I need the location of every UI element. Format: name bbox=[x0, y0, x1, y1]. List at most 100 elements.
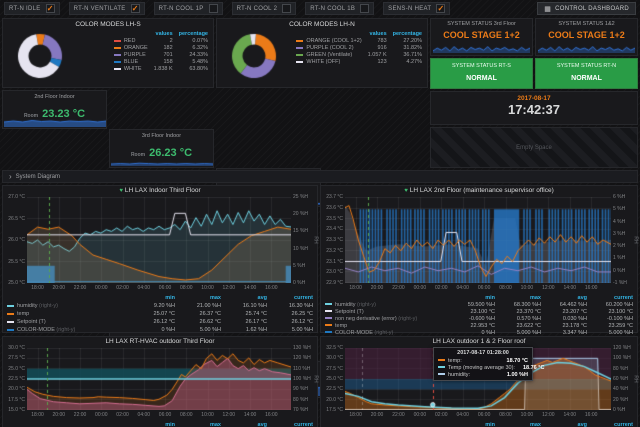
x-tick-label: 08:00 bbox=[180, 285, 193, 291]
chart-legend: min max avg current bbox=[7, 421, 313, 427]
legend-col-current[interactable]: current bbox=[294, 295, 313, 301]
series-name[interactable]: humidity (right-y) bbox=[325, 302, 449, 308]
slice-name[interactable]: RED bbox=[123, 38, 136, 44]
series-swatch bbox=[113, 67, 121, 70]
series-swatch bbox=[438, 366, 445, 369]
legend-header-row: min max avg current bbox=[7, 294, 313, 302]
panel-color-modes-lh-s: COLOR MODES LH-S values percentage RED 2 0.0… bbox=[2, 18, 214, 88]
x-tick-label: 06:00 bbox=[477, 412, 491, 418]
legend-col-avg[interactable]: avg bbox=[257, 295, 267, 301]
tooltip-row: temp: 18.70 °C bbox=[438, 357, 528, 364]
chart-plot-area[interactable] bbox=[27, 197, 291, 283]
toggle-rt-n-ventilate[interactable]: RT-N VENTILATE ✓ bbox=[68, 2, 145, 15]
legend-row-temp: temp 22.953 °C 23.622 °C 23.178 °C 23.259 °C bbox=[325, 322, 633, 329]
series-swatch bbox=[325, 310, 332, 313]
checkbox-checked[interactable]: ✓ bbox=[45, 4, 55, 13]
legend-col-min[interactable]: min bbox=[165, 422, 175, 427]
legend-row-setpoint-t-: Setpoint (T) 26.12 °C 26.62 °C 26.17 °C 26.1… bbox=[7, 318, 313, 326]
legend-header-row: min max avg current bbox=[325, 421, 633, 427]
clock-time: 17:42:37 bbox=[507, 102, 561, 117]
legend-col-avg[interactable]: avg bbox=[257, 422, 267, 427]
x-tick-label: 08:00 bbox=[499, 412, 512, 418]
series-name[interactable]: non neg derivative (error) (right-y) bbox=[325, 316, 449, 322]
series-name[interactable]: humidity (right-y) bbox=[7, 303, 129, 309]
slice-name[interactable]: WHITE (OFF) bbox=[306, 59, 341, 65]
legend-col-min[interactable]: min bbox=[485, 294, 495, 301]
dashboard-icon: ▦ bbox=[544, 5, 552, 13]
panel-title: COLOR MODES LH-N bbox=[289, 21, 355, 28]
legend-value: 23.178 °C bbox=[562, 322, 587, 329]
y-tick-label: 15 %H bbox=[293, 228, 309, 235]
x-tick-label: 18:00 bbox=[349, 412, 362, 418]
legend-col-max[interactable]: max bbox=[209, 422, 221, 427]
legend-value: 64.462 %H bbox=[559, 301, 587, 308]
series-name[interactable]: COLOR-MODE (right-y) bbox=[325, 330, 449, 336]
checkbox[interactable] bbox=[360, 4, 370, 13]
legend-value: 23.259 °C bbox=[608, 322, 633, 329]
checkbox-checked[interactable]: ✓ bbox=[436, 4, 446, 13]
y-tick-label: 130 %H bbox=[293, 345, 311, 351]
stat-3rd-floor-indoor[interactable]: 3rd Floor Indoor Room 26.23 °C bbox=[109, 129, 214, 168]
series-name[interactable]: temp bbox=[7, 311, 129, 317]
panel-color-modes-lh-n: COLOR MODES LH-N values percentage ORANGE … bbox=[216, 18, 428, 88]
legend-col-min[interactable]: min bbox=[485, 422, 495, 427]
x-tick-label: 20:00 bbox=[370, 285, 384, 291]
legend-col-max[interactable]: max bbox=[529, 422, 541, 427]
legend-col-max[interactable]: max bbox=[529, 294, 541, 301]
y-tick-label: 23.7 °C bbox=[326, 194, 343, 200]
series-name[interactable]: COLOR-MODE (right-y) bbox=[7, 327, 129, 333]
tooltip-row: humidity: 1.00 %H bbox=[438, 371, 528, 378]
slice-name[interactable]: PURPLE (COOL 2) bbox=[306, 45, 354, 51]
slice-name[interactable]: GREEN (Ventilate) bbox=[306, 52, 353, 58]
legend-col-current[interactable]: current bbox=[614, 422, 633, 427]
toggle-sens-n-heat[interactable]: SENS-N HEAT ✓ bbox=[383, 2, 451, 15]
toggle-rt-n-cool-1p[interactable]: RT-N COOL 1P bbox=[153, 2, 223, 15]
legend-col-current[interactable]: current bbox=[294, 422, 313, 427]
slice-name[interactable]: ORANGE (COOL 1+2) bbox=[306, 38, 362, 44]
donut-chart-lh-n[interactable] bbox=[231, 33, 277, 84]
x-tick-label: 00:00 bbox=[413, 412, 427, 418]
y-axis-title: RH bbox=[312, 236, 319, 244]
x-tick-label: 00:00 bbox=[95, 285, 108, 291]
legend-col-avg[interactable]: avg bbox=[577, 294, 587, 301]
toggle-rt-n-idle[interactable]: RT-N IDLE ✓ bbox=[4, 2, 60, 15]
control-dashboard-button[interactable]: ▦ CONTROL DASHBOARD bbox=[537, 2, 636, 15]
slice-name[interactable]: WHITE bbox=[123, 66, 142, 72]
series-name[interactable]: temp bbox=[325, 323, 449, 329]
row-system-diagram[interactable]: › System Diagram bbox=[2, 170, 638, 183]
toggle-rt-n-cool-1b[interactable]: RT-N COOL 1B bbox=[305, 2, 375, 15]
stat-2nd-floor-indoor[interactable]: 2nd Floor Indoor Room 23.23 °C bbox=[2, 90, 107, 129]
legend-col-max[interactable]: max bbox=[209, 295, 221, 301]
slice-value: 1.838 K bbox=[153, 66, 173, 72]
empty-space-label: Empty Space bbox=[516, 144, 552, 151]
x-tick-label: 18:00 bbox=[31, 412, 44, 418]
tooltip-series-name: humidity: bbox=[438, 372, 507, 378]
donut-chart-lh-s[interactable] bbox=[17, 33, 63, 84]
toggle-rt-n-cool-2[interactable]: RT-N COOL 2 bbox=[231, 2, 297, 15]
checkbox[interactable] bbox=[282, 4, 292, 13]
checkbox-checked[interactable]: ✓ bbox=[130, 4, 140, 13]
series-name[interactable]: Setpoint (T) bbox=[325, 309, 449, 315]
series-name[interactable]: Setpoint (T) bbox=[7, 319, 129, 325]
slice-name[interactable]: BLUE bbox=[123, 59, 139, 65]
series-swatch bbox=[325, 303, 332, 306]
checkbox[interactable] bbox=[208, 4, 218, 13]
y-tick-label: 1 %H bbox=[613, 255, 626, 262]
legend-col-avg[interactable]: avg bbox=[577, 422, 587, 427]
chart-plot-area[interactable] bbox=[27, 348, 291, 410]
y-tick-label: 25.0 °C bbox=[8, 280, 25, 286]
chart-plot-area[interactable] bbox=[345, 197, 611, 283]
legend-value: 0 %H bbox=[481, 329, 495, 336]
x-tick-label: 08:00 bbox=[499, 285, 512, 291]
legend-col-min[interactable]: min bbox=[165, 295, 175, 301]
y-axis-left: 23.7 °C 23.6 °C 23.5 °C 23.4 °C 23.3 °C 23.2 … bbox=[323, 186, 343, 332]
y-tick-label: 23.5 °C bbox=[326, 215, 343, 222]
y-tick-label: 60 %H bbox=[613, 376, 629, 382]
panel-title: SYSTEM STATUS 1&2 bbox=[558, 21, 615, 27]
slice-name[interactable]: PURPLE bbox=[123, 52, 146, 58]
chevron-right-icon: › bbox=[9, 172, 12, 181]
legend-col-current[interactable]: current bbox=[614, 294, 633, 301]
slice-name[interactable]: ORANGE bbox=[123, 45, 148, 51]
toggle-label: RT-N IDLE bbox=[9, 5, 41, 12]
legend-value: 26.12 °C bbox=[153, 319, 175, 325]
